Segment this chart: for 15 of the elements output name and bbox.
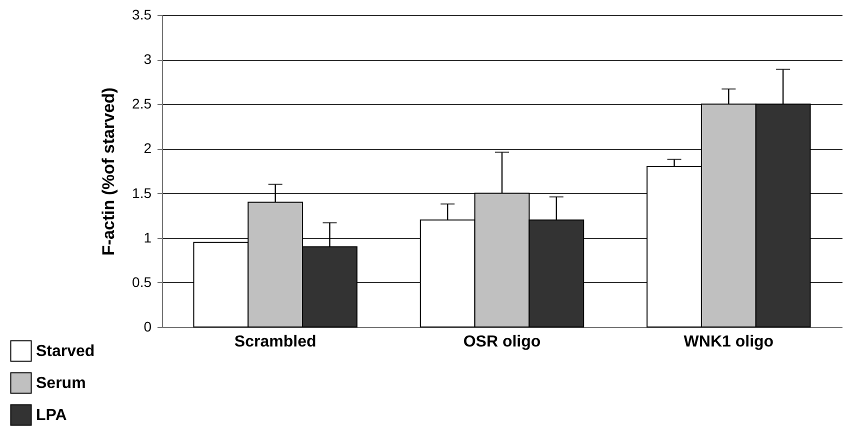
y-tick-label: 2.5 (132, 96, 152, 112)
y-tick-label: 1 (144, 229, 152, 246)
y-tick-label: 2 (144, 140, 152, 156)
legend-label: Serum (36, 375, 86, 392)
y-tick-label: 3.5 (132, 6, 152, 22)
y-axis-title: F-actin (%of starved) (99, 87, 118, 256)
y-tick-label: 0 (144, 318, 152, 334)
x-tick-label: Scrambled (234, 334, 316, 350)
y-tick-label: 3 (144, 51, 152, 68)
x-tick-label: OSR oligo (463, 334, 541, 350)
legend-label: LPA (36, 407, 68, 424)
y-tick-label: 1.5 (132, 184, 152, 201)
legend-label: Starved (36, 343, 95, 360)
x-tick-label: WNK1 oligo (684, 334, 774, 350)
y-tick-label: 0.5 (132, 274, 152, 290)
